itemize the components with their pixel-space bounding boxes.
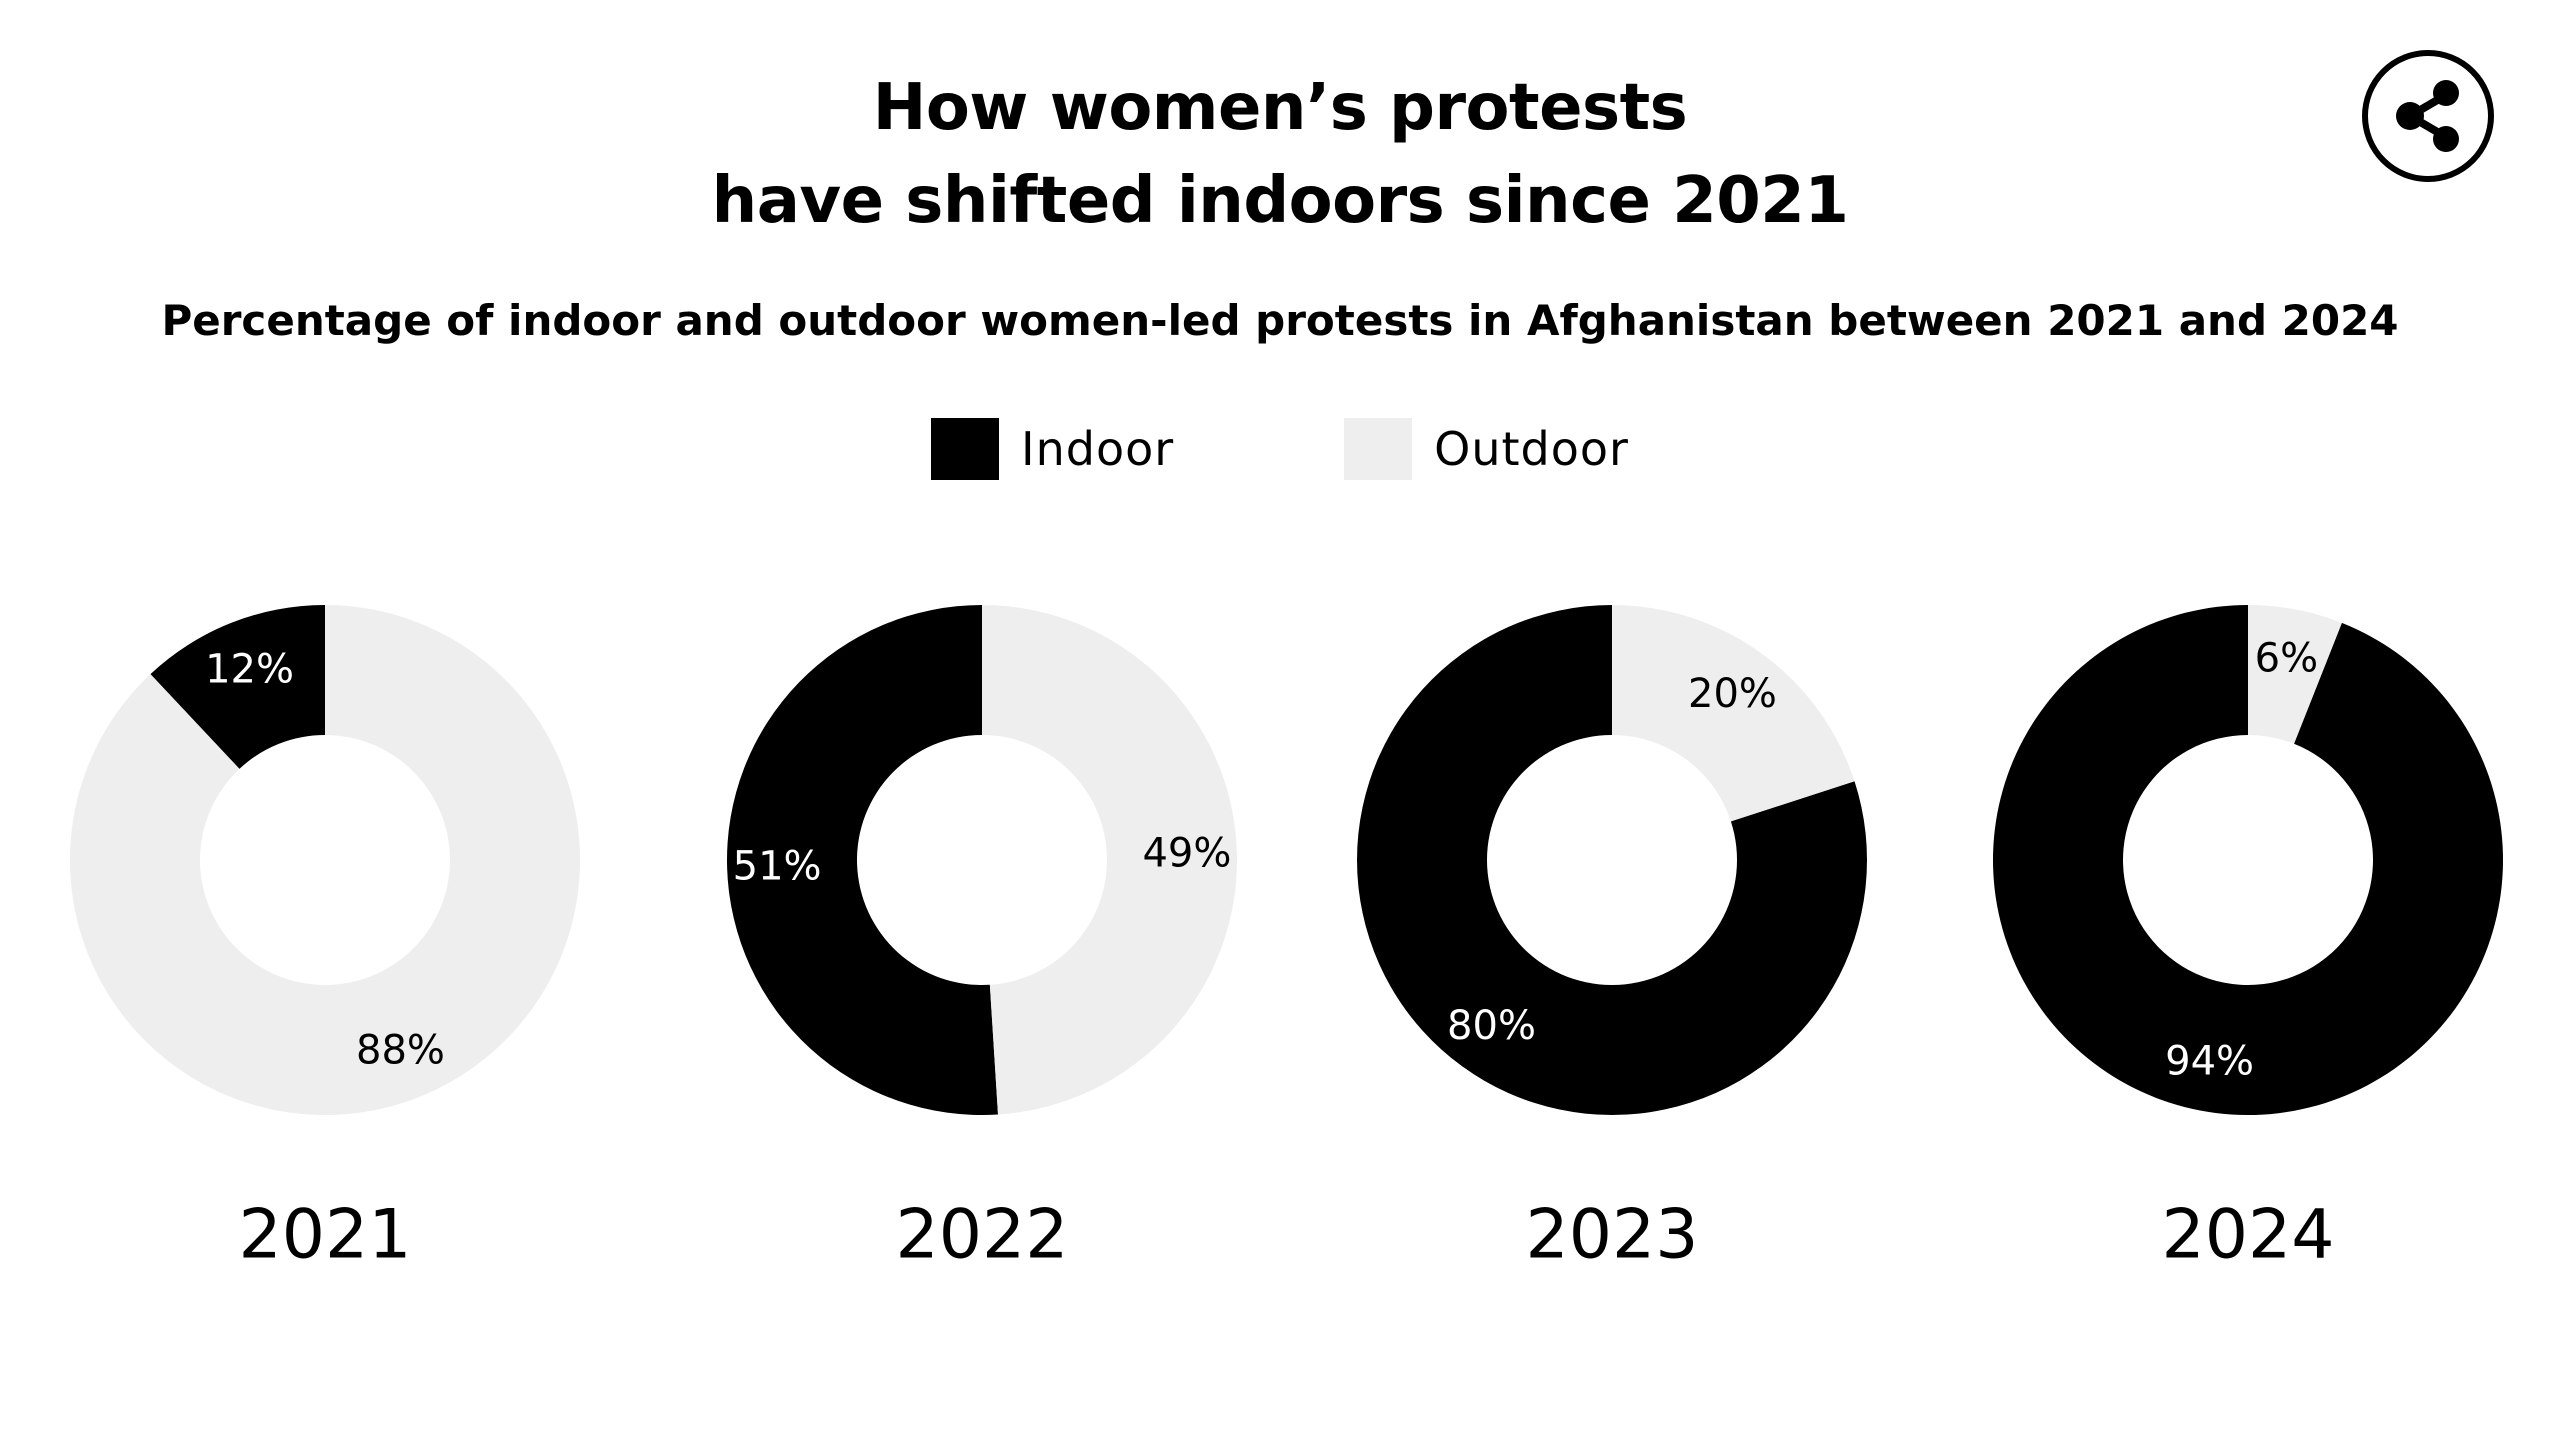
- data-label-indoor-2021: 12%: [205, 646, 294, 692]
- data-label-indoor-2023: 80%: [1447, 1003, 1536, 1049]
- slice-outdoor-2021: [69, 605, 580, 1115]
- slice-indoor-2022: [727, 605, 999, 1115]
- donut-2024: 94% 6% 2024: [1992, 605, 2503, 1275]
- chart-legend: Indoor Outdoor: [0, 415, 2560, 483]
- slice-indoor-2021: [150, 605, 325, 769]
- donut-charts: 12% 88% 2021 51% 49% 2022 80% 20% 2023 94% 6% 2024: [69, 605, 2503, 1275]
- chart-title: How women’s protests have shifted indoor…: [0, 62, 2560, 248]
- slice-indoor-2023: [1357, 605, 1867, 1115]
- data-label-indoor-2024: 94%: [2165, 1038, 2254, 1084]
- chart-title-line-2: have shifted indoors since 2021: [711, 164, 1849, 238]
- donut-2023: 80% 20% 2023: [1357, 605, 1867, 1275]
- chart-subtitle: Percentage of indoor and outdoor women-l…: [161, 296, 2399, 345]
- year-label-2024: 2024: [2161, 1196, 2334, 1275]
- data-label-indoor-2022: 51%: [733, 843, 822, 889]
- legend-item-outdoor: Outdoor: [1344, 418, 1629, 480]
- slice-indoor-2024: [1992, 605, 2503, 1115]
- data-label-outdoor-2021: 88%: [356, 1028, 445, 1074]
- share-button[interactable]: [2360, 48, 2496, 184]
- year-label-2021: 2021: [238, 1196, 411, 1275]
- share-icon: [2362, 50, 2494, 182]
- legend-item-indoor: Indoor: [931, 418, 1174, 480]
- slice-outdoor-2023: [1612, 605, 1855, 822]
- slice-outdoor-2022: [982, 605, 1238, 1115]
- legend-label-outdoor: Outdoor: [1434, 422, 1629, 476]
- slice-outdoor-2024: [2248, 605, 2342, 744]
- chart-title-line-1: How women’s protests: [872, 71, 1688, 145]
- data-label-outdoor-2022: 49%: [1142, 831, 1231, 877]
- legend-swatch-outdoor: [1344, 418, 1413, 480]
- year-label-2023: 2023: [1525, 1196, 1698, 1275]
- legend-label-indoor: Indoor: [1021, 422, 1175, 476]
- legend-swatch-indoor: [931, 418, 1000, 480]
- data-label-outdoor-2023: 20%: [1688, 671, 1777, 717]
- year-label-2022: 2022: [895, 1196, 1068, 1275]
- donut-2021: 12% 88% 2021: [69, 605, 580, 1275]
- donut-2022: 51% 49% 2022: [727, 605, 1238, 1275]
- data-label-outdoor-2024: 6%: [2255, 636, 2318, 682]
